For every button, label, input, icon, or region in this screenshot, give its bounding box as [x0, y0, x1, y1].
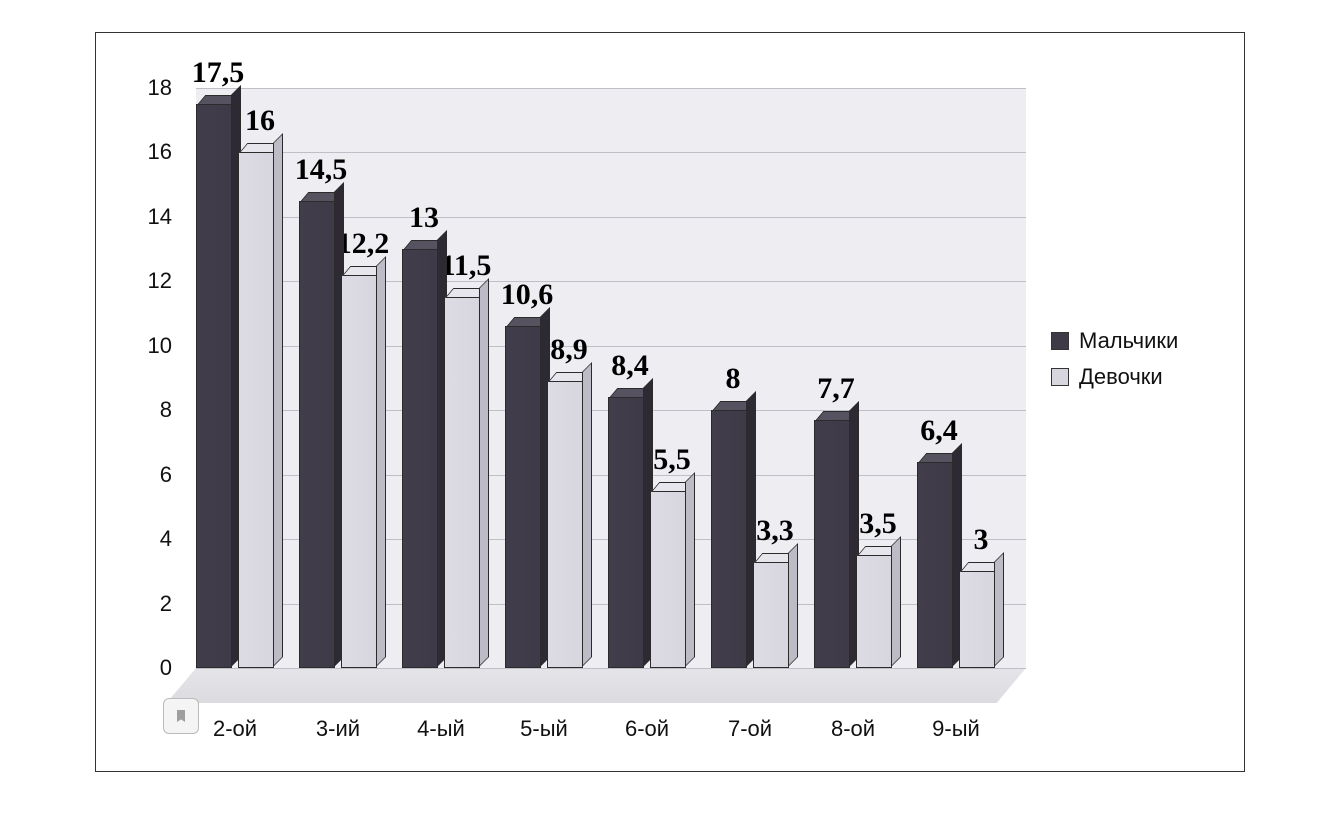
- y-tick-label: 6: [160, 462, 196, 488]
- data-label: 12,2: [337, 227, 390, 261]
- data-label: 14,5: [295, 153, 348, 187]
- y-tick-label: 2: [160, 591, 196, 617]
- y-tick-label: 14: [148, 204, 196, 230]
- gridline: [196, 88, 1026, 89]
- bar-side-face: [891, 536, 901, 667]
- data-label: 10,6: [501, 278, 554, 312]
- bar-series-2: [650, 491, 686, 668]
- data-label: 16: [245, 104, 275, 138]
- bar-series-1: [814, 420, 850, 668]
- data-label: 7,7: [817, 372, 855, 406]
- bar-series-1: [505, 326, 541, 668]
- legend-item: Девочки: [1051, 364, 1178, 390]
- x-tick-label: 2-ой: [196, 716, 274, 742]
- bar-series-1: [608, 397, 644, 668]
- bookmark-icon: [173, 706, 189, 726]
- y-tick-label: 8: [160, 397, 196, 423]
- bar-side-face: [685, 472, 695, 667]
- y-tick-label: 4: [160, 526, 196, 552]
- bookmark-button[interactable]: [163, 698, 199, 734]
- bar-side-face: [376, 256, 386, 667]
- bar-series-2: [753, 562, 789, 668]
- y-tick-label: 12: [148, 268, 196, 294]
- x-tick-label: 3-ий: [299, 716, 377, 742]
- data-label: 13: [409, 201, 439, 235]
- bar-series-2: [341, 275, 377, 668]
- y-tick-label: 18: [148, 75, 196, 101]
- bar-side-face: [788, 543, 798, 667]
- legend-label: Мальчики: [1079, 328, 1178, 354]
- legend: Мальчики Девочки: [1051, 318, 1178, 400]
- data-label: 8: [726, 362, 741, 396]
- bar-series-2: [959, 571, 995, 668]
- plot-area: 02468101214161817,5162-ой14,512,23-ий131…: [196, 88, 1026, 668]
- data-label: 8,9: [550, 333, 588, 367]
- bar-series-1: [917, 462, 953, 668]
- bar-side-face: [273, 133, 283, 667]
- bar-series-1: [711, 410, 747, 668]
- y-tick-label: 10: [148, 333, 196, 359]
- data-label: 11,5: [441, 249, 492, 283]
- legend-item: Мальчики: [1051, 328, 1178, 354]
- bar-side-face: [479, 278, 489, 667]
- x-tick-label: 5-ый: [505, 716, 583, 742]
- x-tick-label: 7-ой: [711, 716, 789, 742]
- legend-swatch: [1051, 332, 1069, 350]
- data-label: 5,5: [653, 443, 691, 477]
- bar-side-face: [994, 552, 1004, 667]
- gridline: [196, 668, 1026, 669]
- bar-series-1: [196, 104, 232, 668]
- data-label: 3,3: [756, 514, 794, 548]
- data-label: 3,5: [859, 507, 897, 541]
- legend-label: Девочки: [1079, 364, 1163, 390]
- bar-series-2: [547, 381, 583, 668]
- bar-series-1: [299, 201, 335, 668]
- data-label: 17,5: [192, 56, 245, 90]
- y-tick-label: 0: [160, 655, 196, 681]
- chart-frame: 02468101214161817,5162-ой14,512,23-ий131…: [95, 32, 1245, 772]
- y-tick-label: 16: [148, 139, 196, 165]
- bar-series-2: [856, 555, 892, 668]
- bar-series-2: [238, 152, 274, 668]
- plot-floor-3d: [167, 668, 1026, 703]
- x-tick-label: 6-ой: [608, 716, 686, 742]
- data-label: 3: [974, 523, 989, 557]
- data-label: 6,4: [920, 414, 958, 448]
- data-label: 8,4: [611, 349, 649, 383]
- x-tick-label: 9-ый: [917, 716, 995, 742]
- bar-side-face: [582, 362, 592, 667]
- bar-series-1: [402, 249, 438, 668]
- x-tick-label: 8-ой: [814, 716, 892, 742]
- chart-area: 02468101214161817,5162-ой14,512,23-ий131…: [121, 58, 1219, 746]
- legend-swatch: [1051, 368, 1069, 386]
- bar-series-2: [444, 297, 480, 668]
- x-tick-label: 4-ый: [402, 716, 480, 742]
